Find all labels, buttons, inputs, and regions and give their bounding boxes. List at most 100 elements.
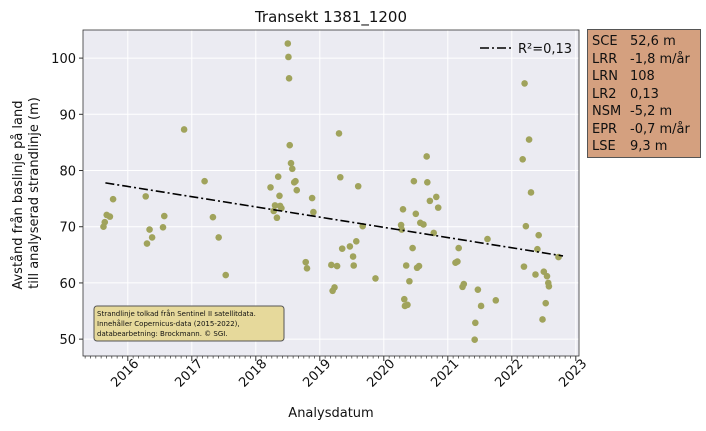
data-point — [276, 192, 283, 200]
stat-value: 0,13 — [630, 86, 659, 102]
stat-row-nsm: NSM -5,2 m — [592, 103, 700, 121]
data-point — [106, 213, 114, 220]
data-point — [474, 286, 482, 293]
data-point — [521, 80, 528, 87]
data-point — [270, 207, 278, 215]
data-point — [302, 258, 310, 266]
stat-value: 52,6 m — [630, 34, 676, 49]
data-point — [535, 231, 542, 239]
y-axis-label-line-1: Avstånd från baslinje på land — [11, 100, 26, 289]
stat-value: -5,2 m — [630, 104, 673, 119]
data-point — [352, 238, 360, 245]
data-point — [273, 214, 281, 222]
stat-row-lse: LSE 9,3 m — [592, 138, 700, 156]
data-point — [338, 245, 346, 252]
x-tick-label: 2023 — [556, 357, 590, 391]
stat-name: SCE — [592, 34, 618, 49]
data-point — [148, 234, 156, 241]
data-point — [274, 173, 282, 180]
data-point — [455, 244, 462, 252]
data-point — [308, 194, 316, 202]
source-annotation: Strandlinje tolkad från Sentinel II sate… — [93, 305, 285, 342]
data-points — [100, 40, 562, 344]
data-point — [336, 173, 344, 181]
data-point — [542, 299, 550, 307]
data-point — [349, 253, 357, 260]
annotation-line-3: databearbetning: Brockmann. © SGI. — [97, 330, 228, 338]
data-point — [543, 272, 551, 280]
data-point — [101, 218, 109, 226]
data-point — [222, 271, 230, 279]
data-point — [159, 223, 167, 231]
data-point — [328, 261, 335, 269]
stat-name: LRN — [592, 69, 618, 84]
data-point — [534, 245, 541, 253]
data-point — [525, 136, 533, 143]
data-point — [271, 202, 279, 209]
legend: R²=0,13 — [480, 42, 572, 57]
stat-value: -0,7 m/år — [630, 121, 690, 137]
data-point — [143, 240, 151, 247]
data-point — [292, 177, 299, 185]
data-point — [410, 177, 418, 185]
plot-frame — [82, 29, 580, 357]
data-point — [532, 271, 539, 278]
data-point — [399, 206, 407, 213]
data-point — [333, 262, 341, 270]
data-point — [527, 189, 535, 196]
x-axis-ticks: 2016 2017 2018 2019 2020 2021 2022 2023 — [84, 356, 590, 391]
data-point — [484, 235, 491, 243]
y-tick-label: 90 — [59, 108, 76, 123]
data-point — [520, 263, 528, 270]
data-point — [519, 155, 526, 163]
x-axis-label: Analysdatum — [288, 406, 373, 421]
data-point — [209, 213, 217, 221]
data-point — [409, 244, 416, 252]
data-point — [477, 302, 485, 310]
x-tick-label: 2020 — [364, 357, 398, 391]
data-point — [424, 179, 431, 186]
data-point — [432, 193, 440, 201]
data-point — [350, 262, 358, 269]
data-point — [471, 336, 478, 344]
data-point — [142, 193, 150, 200]
data-point — [454, 258, 461, 265]
data-point — [404, 301, 411, 309]
data-point — [415, 262, 423, 270]
annotation-line-1: Strandlinje tolkad från Sentinel II sate… — [97, 309, 256, 318]
data-point — [286, 141, 294, 149]
stat-row-lrn: LRN 108 — [592, 68, 700, 86]
data-point — [285, 75, 293, 82]
annotation-text: Strandlinje tolkad från Sentinel II sate… — [97, 309, 258, 338]
annotation-box — [93, 305, 285, 342]
data-point — [160, 212, 168, 220]
data-point — [434, 204, 442, 211]
x-tick-label: 2016 — [108, 357, 142, 391]
y-tick-label: 80 — [59, 165, 76, 180]
data-point — [293, 186, 301, 194]
data-point — [303, 265, 311, 272]
data-point — [287, 159, 295, 167]
legend-label: R²=0,13 — [518, 42, 572, 57]
data-point — [201, 177, 208, 185]
data-point — [372, 275, 379, 282]
stat-name: LRR — [592, 51, 618, 67]
y-tick-label: 50 — [59, 333, 76, 348]
y-tick-label: 60 — [59, 277, 76, 292]
x-tick-label: 2022 — [492, 357, 526, 391]
data-point — [522, 222, 530, 230]
y-axis-label: Avstånd från baslinje på land till analy… — [11, 96, 42, 289]
data-point — [335, 130, 343, 137]
data-point — [310, 208, 317, 216]
data-point — [215, 234, 222, 241]
stat-value: 9,3 m — [630, 139, 668, 154]
annotation-line-2: Innehåller Copernicus-data (2015-2022), — [97, 319, 240, 328]
x-tick-label: 2018 — [236, 357, 270, 391]
data-point — [354, 182, 362, 190]
stat-row-lrr: LRR -1,8 m/år — [592, 51, 700, 69]
data-point — [284, 40, 292, 47]
data-point — [180, 126, 188, 133]
data-point — [460, 280, 468, 288]
y-tick-label: 100 — [51, 52, 76, 67]
